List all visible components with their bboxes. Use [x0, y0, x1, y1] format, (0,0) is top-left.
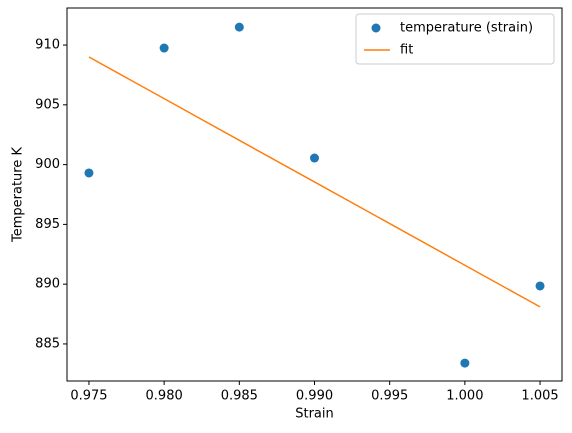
y-tick-label: 910 — [35, 38, 60, 53]
y-axis-label: Temperature K — [11, 147, 26, 243]
x-tick-label: 0.990 — [296, 389, 333, 404]
point — [535, 281, 545, 291]
fit-line — [88, 56, 541, 308]
legend-label: temperature (strain) — [400, 21, 533, 36]
plot-area — [66, 7, 563, 382]
y-tick-label: 900 — [35, 157, 60, 172]
x-tick-label: 1.005 — [521, 389, 558, 404]
x-tick-label: 1.000 — [446, 389, 483, 404]
legend-label: fit — [400, 43, 413, 58]
legend-marker — [371, 23, 381, 33]
x-tick-label: 0.975 — [70, 389, 107, 404]
y-tick-label: 895 — [35, 217, 60, 232]
point — [310, 153, 319, 163]
point — [159, 43, 169, 53]
legend-box — [355, 13, 555, 65]
x-tick-label: 0.980 — [146, 389, 183, 404]
point — [84, 168, 94, 178]
x-tick-label: 0.995 — [371, 389, 408, 404]
y-tick-label: 905 — [35, 97, 60, 112]
x-tick-label: 0.985 — [221, 389, 258, 404]
y-tick-label: 885 — [35, 336, 60, 351]
y-tick-label: 890 — [35, 277, 60, 292]
point — [460, 358, 470, 368]
point — [234, 22, 244, 32]
x-axis-label: Strain — [295, 407, 334, 422]
